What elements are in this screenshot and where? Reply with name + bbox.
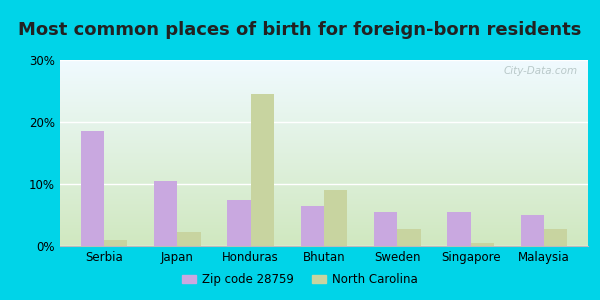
Bar bbox=[301, 206, 324, 246]
Text: Most common places of birth for foreign-born residents: Most common places of birth for foreign-… bbox=[19, 21, 581, 39]
Bar bbox=[251, 94, 274, 246]
Bar bbox=[447, 212, 470, 246]
Bar bbox=[470, 243, 494, 246]
Bar bbox=[544, 229, 568, 246]
Legend: Zip code 28759, North Carolina: Zip code 28759, North Carolina bbox=[178, 269, 422, 291]
Bar bbox=[374, 212, 397, 246]
Bar bbox=[80, 131, 104, 246]
Bar bbox=[397, 229, 421, 246]
Bar bbox=[178, 232, 201, 246]
Bar bbox=[154, 181, 178, 246]
Bar bbox=[227, 200, 251, 246]
Bar bbox=[104, 240, 127, 246]
Bar bbox=[324, 190, 347, 246]
Bar bbox=[521, 215, 544, 246]
Text: City-Data.com: City-Data.com bbox=[503, 66, 577, 76]
